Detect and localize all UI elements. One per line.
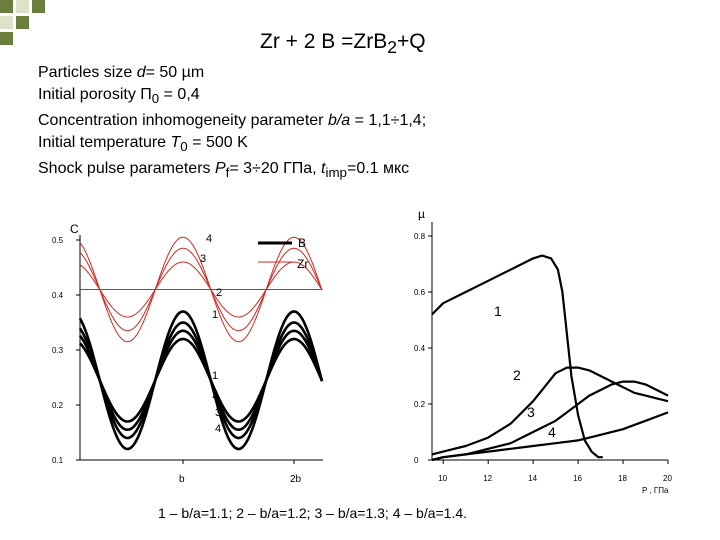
- series-line-left: [79, 236, 323, 343]
- series-line-right: [431, 366, 669, 456]
- param-symbol: P: [214, 160, 226, 178]
- curve-label-right: 4: [548, 424, 556, 440]
- x-tick-label-right: 18: [618, 474, 627, 483]
- legend-label-zr: Zr: [297, 257, 308, 271]
- y-tick-label-right: 0.8: [414, 232, 426, 241]
- series-line-right: [431, 411, 669, 462]
- param-line: Concentration inhomogeneity parameter b/…: [38, 110, 426, 132]
- curve-label-right: 3: [527, 404, 535, 420]
- y-tick-label-right: 0: [414, 456, 419, 465]
- title-tail: +Q: [396, 30, 426, 53]
- param-text: =0.1 мкс: [346, 160, 410, 178]
- x-tick-label-right: 12: [483, 474, 492, 483]
- param-sub: 0: [151, 91, 160, 107]
- series-line-left: [78, 310, 324, 451]
- param-text: = 0,4: [159, 86, 200, 103]
- param-text: Initial porosity П: [38, 86, 152, 103]
- deco-square: [32, 0, 45, 13]
- x-tick-label-left: b: [179, 474, 185, 485]
- y-tick-label-right: 0.6: [414, 288, 426, 297]
- y-tick-label-left: 0.4: [52, 291, 64, 300]
- y-tick-label-right: 0.4: [414, 344, 426, 353]
- x-tick-label-left: 2b: [290, 474, 302, 485]
- series-line-left: [79, 261, 323, 318]
- chart-caption: 1 – b/a=1.1; 2 – b/a=1.2; 3 – b/a=1.3; 4…: [158, 505, 468, 521]
- param-text: Initial temperature: [38, 134, 171, 152]
- parameter-list: Particles size d= 50 µm Initial porosity…: [38, 62, 426, 185]
- param-sub: imp: [325, 165, 347, 181]
- param-text: = 50 µm: [145, 64, 205, 81]
- y-tick-label-left: 0.5: [52, 236, 64, 245]
- x-axis-label-right: P , ГПа: [642, 486, 669, 495]
- param-symbol: b/a: [327, 112, 351, 130]
- curve-label-left: 4: [215, 423, 221, 435]
- param-line: Particles size d= 50 µm: [38, 62, 426, 84]
- title-main: Zr + 2 B =ZrB: [260, 30, 388, 53]
- series-line-left: [79, 337, 324, 423]
- param-text: = 500 K: [187, 134, 248, 152]
- series-line-left: [79, 247, 323, 332]
- param-text: Shock pulse parameters: [38, 160, 215, 178]
- deco-square: [16, 0, 29, 13]
- param-sub: 0: [180, 139, 188, 155]
- deco-square: [0, 32, 13, 45]
- curve-label-left: 2: [216, 287, 222, 299]
- curve-label-left: 1: [212, 309, 218, 321]
- param-text: Particles size: [38, 64, 137, 81]
- y-axis-label-right: µ: [418, 207, 425, 221]
- param-line: Initial temperature T0 = 500 K: [38, 132, 426, 158]
- curve-label-left: 1: [212, 370, 218, 382]
- series-line-left: [78, 321, 324, 440]
- series-line-right: [431, 254, 603, 459]
- x-tick-label-right: 20: [663, 474, 672, 483]
- param-line: Initial porosity П0 = 0,4: [38, 84, 426, 110]
- curve-label-right: 2: [513, 367, 521, 383]
- curve-label-left: 3: [200, 253, 206, 265]
- param-sub: f: [225, 165, 230, 181]
- y-tick-label-left: 0.2: [52, 401, 64, 410]
- curve-label-right: 1: [494, 303, 502, 319]
- x-tick-label-right: 14: [528, 474, 537, 483]
- series-line-right: [431, 380, 669, 462]
- param-text: = 3÷20 ГПа,: [229, 160, 322, 178]
- param-text: Concentration inhomogeneity parameter: [38, 112, 328, 130]
- series-line-left: [78, 329, 324, 432]
- param-text: = 1,1÷1,4;: [350, 112, 427, 130]
- slide-title: Zr + 2 B =ZrB2+Q: [260, 30, 426, 58]
- y-axis-label-left: C: [70, 222, 79, 236]
- legend-label-b: B: [298, 236, 306, 250]
- param-line: Shock pulse parameters Pf= 3÷20 ГПа, tim…: [38, 158, 426, 184]
- y-tick-label-left: 0.1: [52, 456, 64, 465]
- curve-label-left: 4: [206, 233, 212, 245]
- x-tick-label-right: 16: [573, 474, 582, 483]
- y-tick-label-right: 0.2: [414, 400, 426, 409]
- deco-square: [0, 16, 13, 29]
- param-symbol: t: [321, 160, 326, 178]
- deco-square: [16, 16, 29, 29]
- y-tick-label-left: 0.3: [52, 346, 64, 355]
- curve-label-left: 2: [212, 389, 218, 401]
- title-sub: 2: [387, 37, 397, 58]
- x-tick-label-right: 10: [438, 474, 447, 483]
- deco-square: [0, 0, 13, 13]
- param-symbol: d: [136, 64, 146, 81]
- curve-label-left: 3: [215, 407, 221, 419]
- param-symbol: T: [170, 134, 181, 152]
